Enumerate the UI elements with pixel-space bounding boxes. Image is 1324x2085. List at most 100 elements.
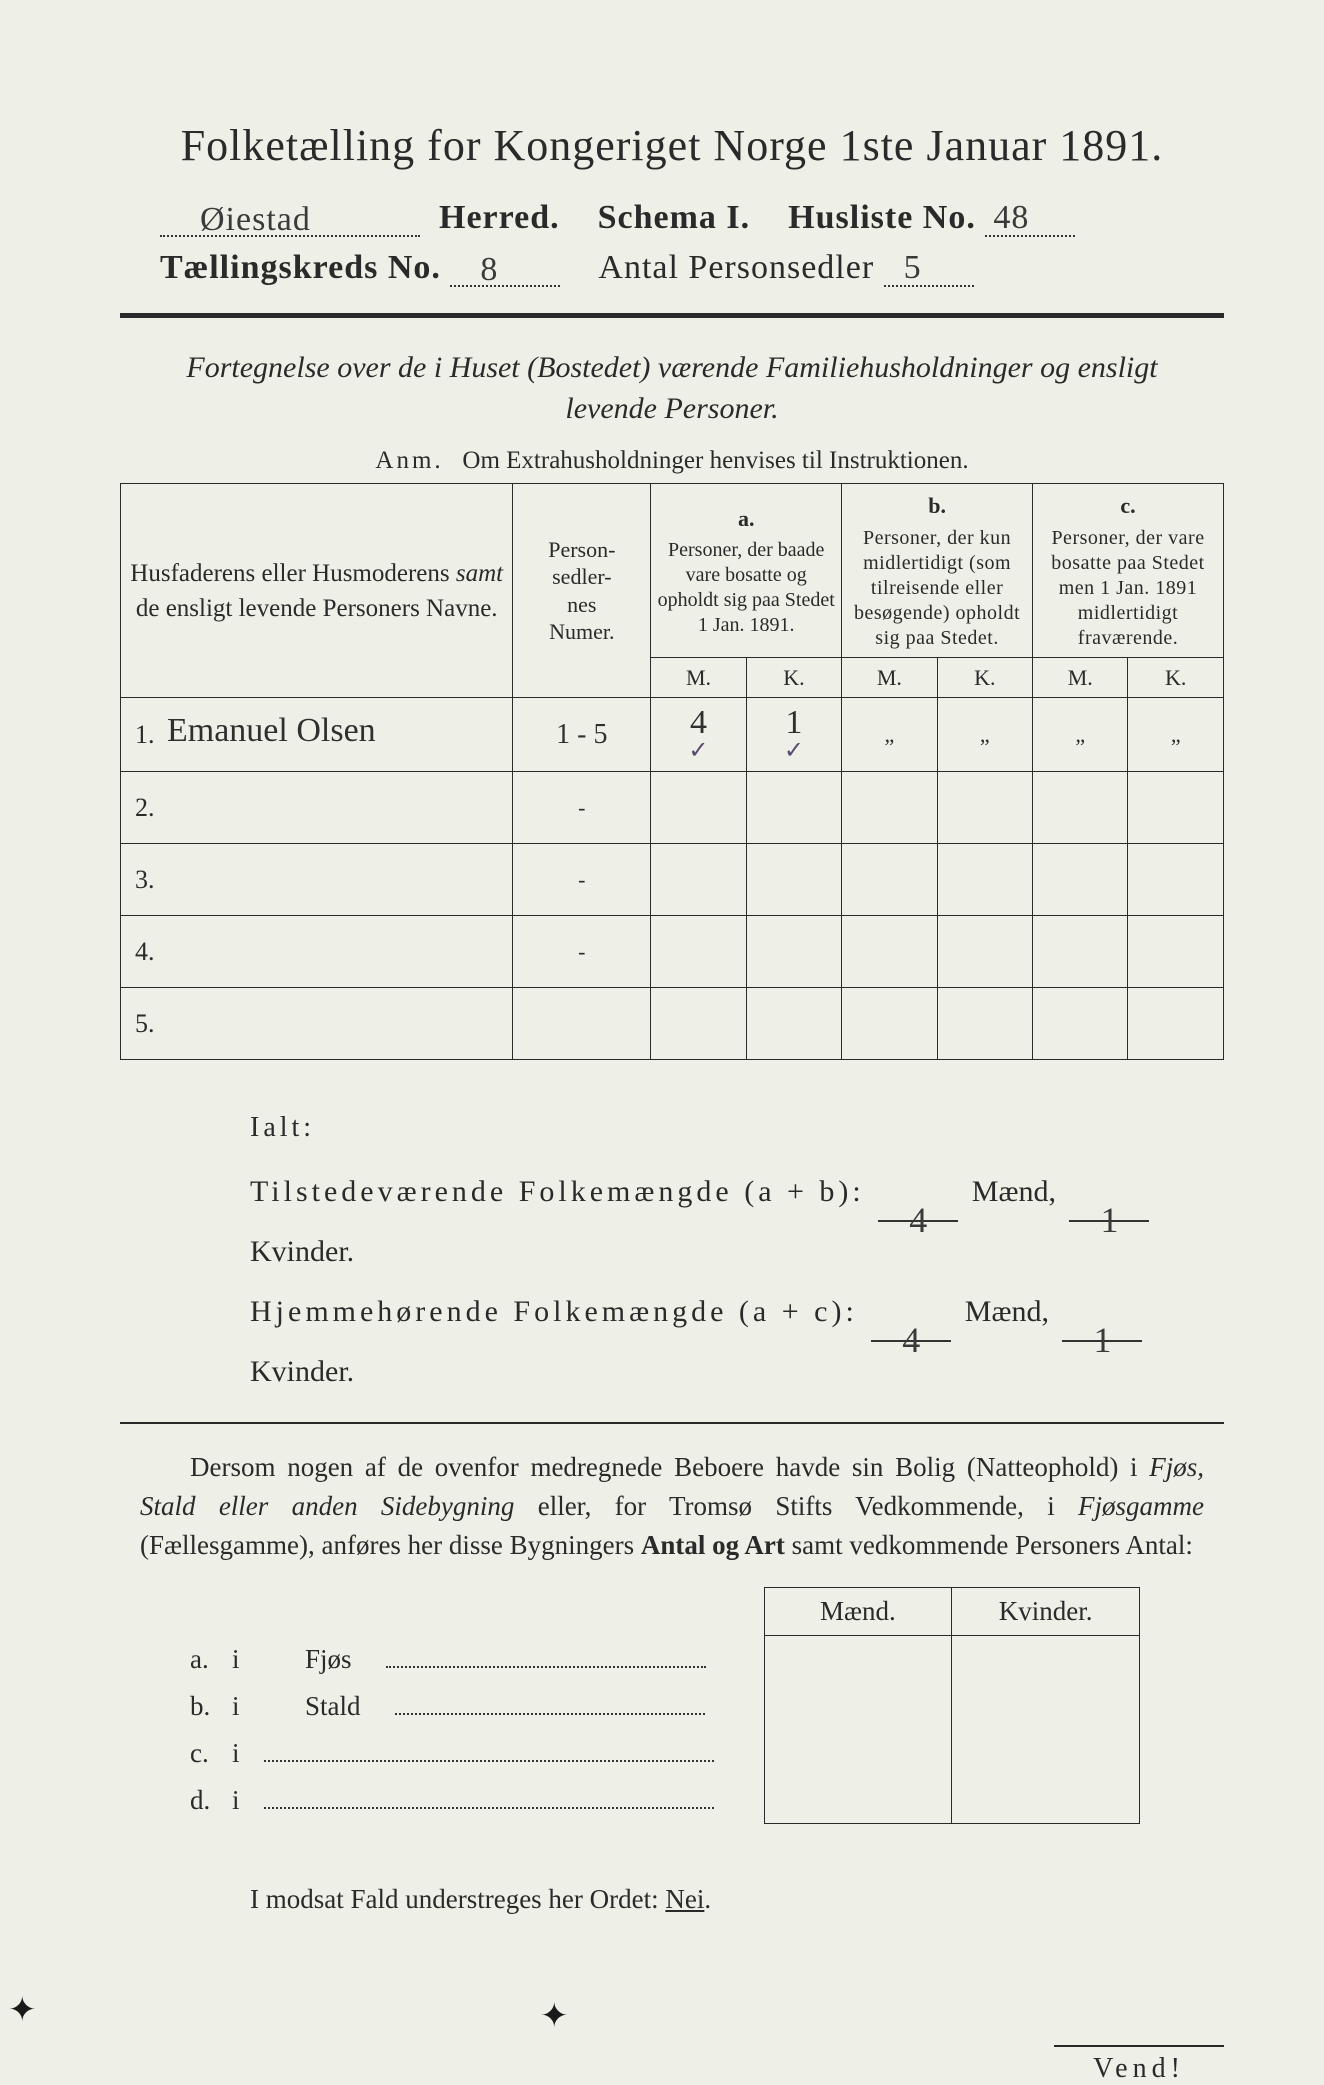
dotfill	[386, 1662, 706, 1668]
totals-row-2: Hjemmehørende Folkemængde (a + c): 4 Mæn…	[250, 1282, 1224, 1402]
bt-maend-head: Mænd.	[764, 1588, 952, 1636]
th-b-label: b.	[848, 492, 1026, 520]
row-1-aM: 4✓	[651, 698, 746, 772]
rule-2	[120, 1422, 1224, 1424]
th-b-k: K.	[937, 657, 1032, 698]
th-numer: Person-sedler-nesNumer.	[513, 484, 651, 698]
modsat-word: Nei	[665, 1884, 704, 1914]
th-c-m: M.	[1033, 657, 1128, 698]
husliste-label: Husliste No.	[788, 199, 976, 236]
anm-label: Anm.	[375, 447, 443, 474]
th-a: a. Personer, der baade vare bosatte og o…	[651, 484, 842, 657]
bt-row: d.i	[180, 1777, 1140, 1824]
herred-label: Herred.	[439, 199, 560, 236]
t1-k-value: 1	[1100, 1184, 1118, 1256]
table-row: 2. -	[121, 772, 1224, 844]
ialt-label: Ialt:	[250, 1100, 1224, 1156]
main-table: Husfaderens eller Husmoderens samt de en…	[120, 483, 1224, 1060]
totals-block: Ialt: Tilstedeværende Folkemængde (a + b…	[250, 1100, 1224, 1402]
instruction-paragraph: Dersom nogen af de ovenfor medregnede Be…	[140, 1448, 1204, 1565]
bt-row: b.i Stald	[180, 1683, 1140, 1730]
antal-value: 5	[904, 249, 922, 287]
main-table-body: 1. Emanuel Olsen 1 - 5 4✓ 1✓ „ „ „ „ 2. …	[121, 698, 1224, 1060]
building-table-wrap: Mænd. Kvinder. a.i Fjøs b.i Stald	[180, 1587, 1204, 1824]
th-c-text: Personer, der vare bosatte paa Stedet me…	[1039, 526, 1217, 651]
bt-row-b: b.i Stald	[180, 1683, 764, 1730]
dotfill	[264, 1756, 714, 1762]
rule-1	[120, 313, 1224, 318]
th-a-m: M.	[651, 657, 746, 698]
herred-value: Øiestad	[200, 201, 311, 239]
t2-label: Hjemmehørende Folkemængde (a + c):	[250, 1295, 858, 1328]
vend-label: Vend!	[1054, 2045, 1224, 2085]
th-c: c. Personer, der vare bosatte paa Stedet…	[1033, 484, 1224, 657]
row-4-numer: -	[513, 916, 651, 988]
modsat-pre: I modsat Fald understreges her Ordet:	[250, 1884, 665, 1914]
t1-label: Tilstedeværende Folkemængde (a + b):	[250, 1175, 865, 1208]
antal-label: Antal Personsedler	[598, 249, 874, 286]
census-form: Folketælling for Kongeriget Norge 1ste J…	[120, 120, 1224, 1915]
kvinder-label-2: Kvinder.	[250, 1355, 354, 1388]
totals-row-1: Tilstedeværende Folkemængde (a + b): 4 M…	[250, 1162, 1224, 1282]
row-1-bK: „	[937, 698, 1032, 772]
row-1-cM: „	[1033, 698, 1128, 772]
row-2-numer: -	[513, 772, 651, 844]
row-1-numer: 1 - 5	[513, 698, 651, 772]
dotfill	[395, 1709, 705, 1715]
th-a-k: K.	[746, 657, 841, 698]
maend-label: Mænd,	[972, 1175, 1056, 1208]
row-4-num: 4.	[121, 916, 513, 988]
t2-m-value: 4	[902, 1304, 920, 1376]
maend-label-2: Mænd,	[965, 1295, 1049, 1328]
t1-m-field: 4	[878, 1188, 958, 1222]
row-5-numer	[513, 988, 651, 1060]
page-title: Folketælling for Kongeriget Norge 1ste J…	[120, 120, 1224, 171]
row-1-bM: „	[842, 698, 937, 772]
t1-m-value: 4	[909, 1184, 927, 1256]
bt-row: a.i Fjøs	[180, 1636, 1140, 1683]
row-1-num: 1.	[135, 720, 155, 749]
tick-icon: ✓	[657, 736, 739, 765]
th-b-text: Personer, der kun midlertidigt (som tilr…	[848, 526, 1026, 651]
t2-k-value: 1	[1093, 1304, 1111, 1376]
row-2-num: 2.	[121, 772, 513, 844]
row-3-numer: -	[513, 844, 651, 916]
th-name: Husfaderens eller Husmoderens samt de en…	[121, 484, 513, 698]
anm-text: Om Extrahusholdninger henvises til Instr…	[462, 447, 968, 474]
header-line-1: Øiestad Herred. Schema I. Husliste No. 4…	[160, 199, 1224, 237]
bt-row-a: a.i Fjøs	[180, 1636, 764, 1683]
row-3-num: 3.	[121, 844, 513, 916]
table-row: 4. -	[121, 916, 1224, 988]
kreds-field: 8	[450, 257, 560, 287]
schema-label: Schema I.	[598, 199, 751, 236]
mark-icon: ✦	[540, 1996, 569, 2036]
th-a-label: a.	[657, 505, 835, 533]
mark-icon: ✦	[8, 1990, 37, 2030]
row-5-num: 5.	[121, 988, 513, 1060]
t2-m-field: 4	[871, 1308, 951, 1342]
t2-k-field: 1	[1062, 1308, 1142, 1342]
th-b-m: M.	[842, 657, 937, 698]
bt-row: c.i	[180, 1730, 1140, 1777]
th-c-label: c.	[1039, 492, 1217, 520]
row-1-name: 1. Emanuel Olsen	[121, 698, 513, 772]
header-line-2: Tællingskreds No. 8 Antal Personsedler 5	[160, 249, 1224, 287]
row-1-cK: „	[1128, 698, 1224, 772]
dotfill	[264, 1803, 714, 1809]
husliste-field: 48	[985, 207, 1075, 237]
row-1-aK: 1✓	[746, 698, 841, 772]
herred-field: Øiestad	[160, 207, 420, 237]
bt-row-c: c.i	[180, 1730, 764, 1777]
antal-field: 5	[884, 257, 974, 287]
husliste-value: 48	[993, 199, 1029, 237]
kreds-value: 8	[480, 251, 498, 289]
subtitle-line-1: Fortegnelse over de i Huset (Bostedet) v…	[186, 351, 1157, 384]
kvinder-label: Kvinder.	[250, 1235, 354, 1268]
anm-line: Anm. Om Extrahusholdninger henvises til …	[120, 447, 1224, 475]
subtitle-line-2: levende Personer.	[565, 392, 778, 425]
table-row: 5.	[121, 988, 1224, 1060]
bt-kvinder-head: Kvinder.	[952, 1588, 1140, 1636]
bt-blank-head	[180, 1588, 764, 1636]
kreds-label: Tællingskreds No.	[160, 249, 441, 286]
table-row: 3. -	[121, 844, 1224, 916]
